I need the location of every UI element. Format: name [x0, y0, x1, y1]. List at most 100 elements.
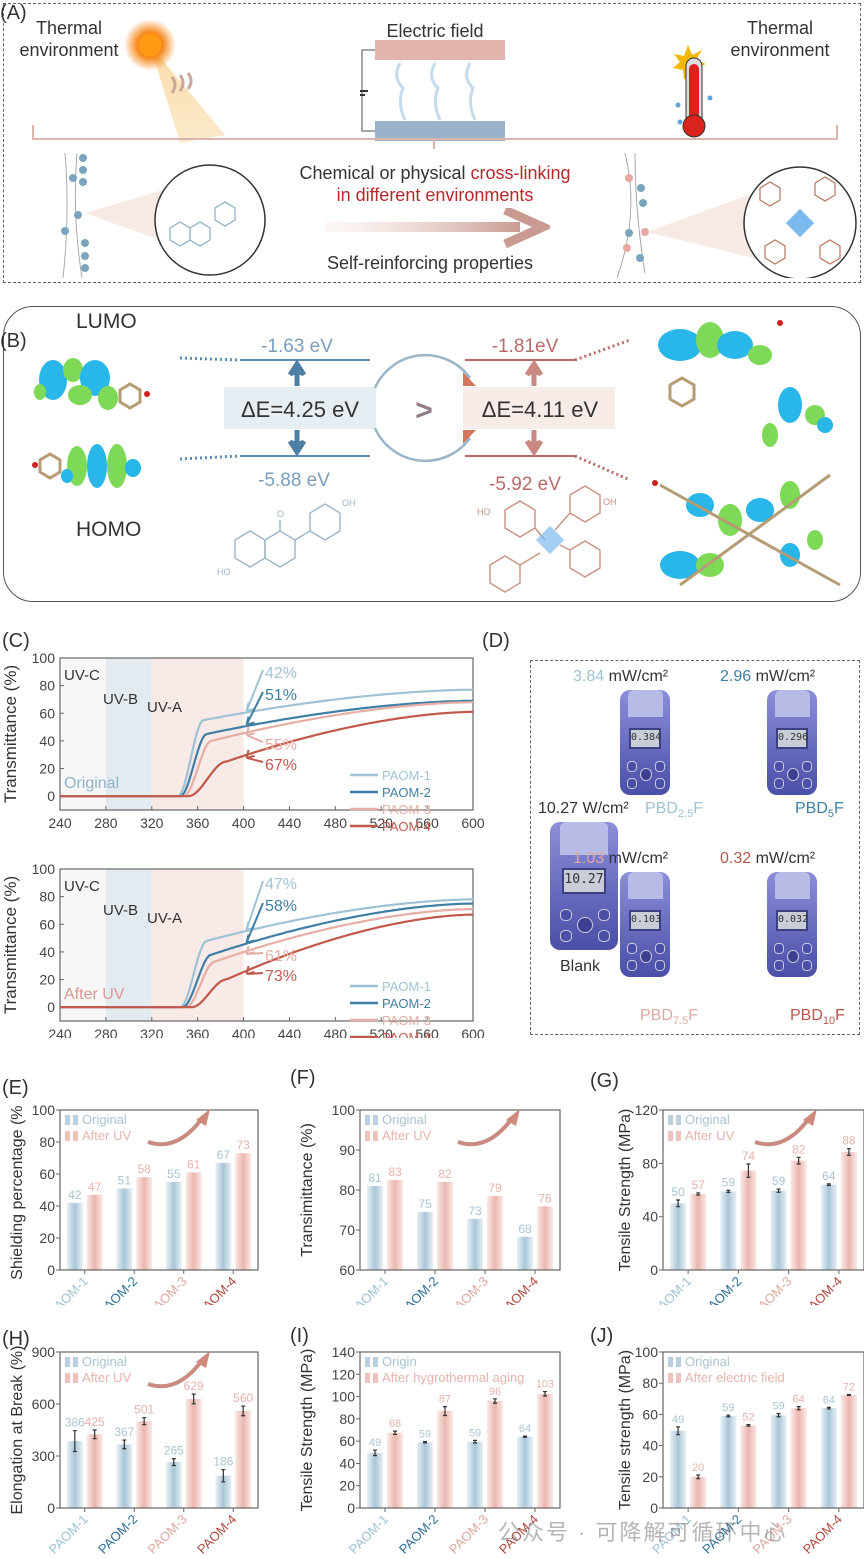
sample-value-number: 0.32	[720, 850, 752, 867]
crosslink-line2: in different environments	[336, 185, 534, 205]
thermal-right-line1: Thermal	[746, 18, 813, 38]
band-label: UV-B	[103, 691, 138, 708]
x-tick-label-paom-3: PAOM-3	[145, 1274, 190, 1305]
bar-original-paom-2	[417, 1442, 433, 1508]
bar-after-paom-4	[235, 1153, 252, 1270]
error-bar	[726, 1414, 731, 1418]
bar-after-paom-4	[537, 1393, 553, 1508]
panel-d-letter: (D)	[482, 630, 510, 652]
bar-value-label: 61	[187, 1157, 201, 1171]
annotation-arrow	[245, 726, 264, 743]
bar-value-label: 73	[468, 1204, 482, 1218]
legend-label: PAOM-4	[382, 1030, 431, 1038]
panel-c-letter: (C)	[2, 630, 30, 652]
annotation-percent: 58%	[265, 898, 297, 915]
y-tick-label: 80	[339, 1411, 355, 1427]
legend-label: PAOM-1	[382, 768, 431, 783]
sample-label-base: PBD	[795, 800, 828, 817]
bar-value-label: 76	[538, 1191, 552, 1205]
x-tick-label-paom-4: PAOM-4	[194, 1512, 239, 1557]
y-tick-label: 80	[642, 1155, 658, 1171]
sample-1-label: PBD2.5F	[645, 800, 703, 820]
y-tick-label: 80	[339, 1182, 355, 1198]
bar-after-paom-3	[185, 1398, 202, 1508]
right-homo-energy: -5.92 eV	[489, 474, 561, 495]
bar-value-label: 265	[164, 1444, 184, 1458]
thermal-right-line2: environment	[730, 40, 830, 60]
legend-label: After electric field	[685, 1370, 785, 1385]
band-uv-b	[105, 658, 152, 810]
bar-after-paom-1	[387, 1180, 403, 1270]
left-up-arrow	[287, 359, 307, 386]
bar-after-paom-2	[437, 1411, 453, 1508]
legend-swatch	[668, 1115, 673, 1125]
x-tick-label-paom-3: PAOM-3	[750, 1274, 795, 1305]
bar-value-label: 55	[167, 1167, 181, 1181]
annotation-percent: 51%	[265, 687, 297, 704]
dimer-ho-label: HO	[477, 507, 491, 517]
bar-value-label: 64	[519, 1423, 531, 1435]
sun-icon	[124, 19, 225, 143]
bar-value-label: 47	[88, 1180, 102, 1194]
annotation-arrow	[245, 749, 264, 763]
bar-original-paom-1	[670, 1203, 687, 1270]
homo-label: HOMO	[76, 518, 142, 541]
x-tick-label: 560	[415, 1026, 439, 1038]
bar-value-label: 74	[742, 1149, 756, 1163]
y-tick-label: 60	[339, 1262, 355, 1278]
bar-original-paom-4	[517, 1236, 533, 1270]
error-bar	[826, 1183, 831, 1187]
legend-label: PAOM-1	[382, 979, 431, 994]
legend-swatch	[676, 1357, 681, 1367]
legend-swatch	[365, 1373, 370, 1383]
sample-2-meter-photo: 0.296	[767, 690, 817, 795]
y-tick-label: 60	[39, 1166, 55, 1182]
bar-original-paom-2	[116, 1188, 133, 1270]
trend-arrow-icon	[147, 1357, 205, 1389]
blank-meter-photo: 10.27	[550, 822, 618, 950]
bar-value-label: 79	[488, 1181, 502, 1195]
bar-value-label: 82	[792, 1142, 806, 1156]
y-axis-label: Tensile Strength (MPa)	[617, 1109, 634, 1272]
x-tick-label-paom-4: PAOM-4	[800, 1274, 845, 1305]
bar-original-paom-3	[165, 1182, 182, 1270]
legend-swatch	[373, 1131, 378, 1141]
panel-f-letter: (F)	[290, 1067, 316, 1089]
right-up-arrow	[524, 359, 544, 386]
y-tick-label: 20	[339, 1478, 355, 1494]
bar-original-paom-4	[517, 1436, 533, 1508]
sample-value-number: 3.84	[573, 668, 605, 685]
y-tick-label: 100	[332, 1105, 356, 1118]
bar-original-paom-1	[66, 1441, 83, 1508]
bracket-line	[32, 125, 838, 149]
bar-value-label: 560	[233, 1391, 253, 1405]
y-axis-label: Transmittance (%)	[1, 876, 20, 1014]
error-bar	[393, 1430, 397, 1436]
trend-arrow-head	[196, 1109, 210, 1126]
plot-frame	[662, 1109, 864, 1271]
legend-swatch	[65, 1373, 70, 1383]
plot-frame	[59, 657, 474, 811]
error-bar	[796, 1156, 801, 1165]
bar-after-paom-3	[790, 1160, 807, 1270]
bar-value-label: 367	[114, 1425, 134, 1439]
annotation-arrow	[245, 902, 264, 944]
bar-after-paom-4	[840, 1394, 857, 1508]
x-tick-label: 480	[324, 1026, 348, 1038]
bar-after-paom-2	[740, 1425, 757, 1508]
bar-original-paom-3	[770, 1190, 787, 1270]
sample-label-sub: 10	[822, 1015, 836, 1028]
legend-label: PAOM-2	[382, 785, 431, 800]
bar-value-label: 67	[217, 1148, 231, 1162]
error-bar	[443, 1406, 447, 1417]
error-bar	[676, 1199, 681, 1208]
x-tick-label: 320	[140, 1026, 164, 1038]
x-tick-label: 600	[461, 815, 485, 831]
x-tick-label-paom-2: PAOM-2	[396, 1512, 441, 1557]
error-bar	[696, 1474, 701, 1480]
error-bar	[746, 1163, 751, 1178]
right-down-arrow	[524, 430, 544, 457]
sample-value-unit: mW/cm²	[751, 668, 816, 685]
bar-original-paom-3	[467, 1218, 483, 1270]
y-tick-label: 40	[39, 944, 55, 960]
